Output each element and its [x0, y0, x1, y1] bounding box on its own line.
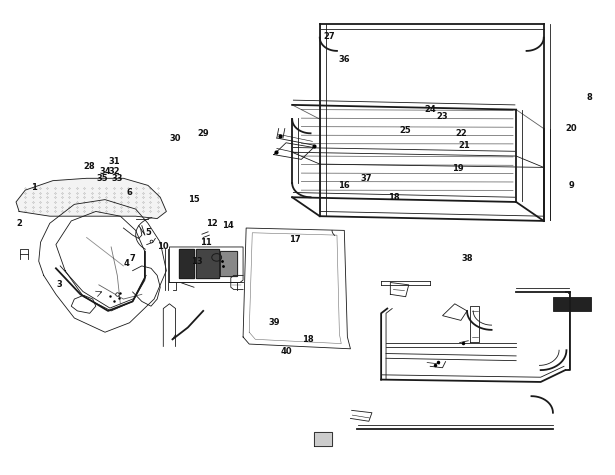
Text: 23: 23: [437, 112, 448, 121]
Text: 39: 39: [268, 318, 279, 327]
Text: 12: 12: [207, 219, 218, 228]
Text: 34: 34: [99, 167, 111, 176]
Text: 16: 16: [338, 181, 350, 190]
Text: 18: 18: [302, 335, 313, 344]
Text: 10: 10: [157, 242, 169, 251]
Text: 37: 37: [360, 174, 371, 183]
Text: 33: 33: [111, 174, 123, 183]
Text: 30: 30: [170, 133, 181, 142]
Text: 38: 38: [461, 254, 473, 263]
Text: 18: 18: [387, 193, 399, 202]
Text: 8: 8: [587, 93, 593, 102]
Text: 4: 4: [124, 259, 129, 268]
Text: 9: 9: [568, 181, 574, 190]
Text: 14: 14: [222, 221, 234, 230]
Text: 20: 20: [566, 124, 577, 133]
Polygon shape: [220, 251, 237, 276]
Polygon shape: [314, 432, 332, 446]
Polygon shape: [443, 304, 467, 320]
Text: 28: 28: [84, 162, 95, 171]
Text: 1: 1: [31, 183, 38, 192]
Text: 29: 29: [197, 129, 209, 138]
Polygon shape: [196, 249, 218, 278]
Text: 5: 5: [145, 228, 151, 238]
Text: 32: 32: [108, 167, 120, 176]
Text: 27: 27: [323, 32, 335, 41]
Text: 21: 21: [458, 141, 470, 150]
Bar: [553, 297, 591, 311]
Text: 6: 6: [127, 188, 132, 197]
Text: 24: 24: [424, 105, 436, 114]
Text: 25: 25: [400, 126, 411, 135]
Text: 17: 17: [290, 236, 301, 244]
Text: 40: 40: [280, 347, 292, 356]
Text: 19: 19: [452, 164, 464, 173]
Text: 11: 11: [200, 238, 212, 247]
Text: 15: 15: [188, 195, 200, 204]
Text: 13: 13: [191, 256, 203, 266]
Polygon shape: [178, 249, 194, 278]
Text: 3: 3: [56, 280, 62, 289]
Text: 31: 31: [108, 157, 120, 166]
Text: 35: 35: [96, 174, 108, 183]
Polygon shape: [71, 295, 96, 314]
Polygon shape: [16, 178, 167, 218]
Text: 36: 36: [338, 56, 350, 65]
Text: 22: 22: [455, 129, 467, 138]
Text: 7: 7: [130, 254, 135, 263]
Text: 2: 2: [16, 219, 22, 228]
